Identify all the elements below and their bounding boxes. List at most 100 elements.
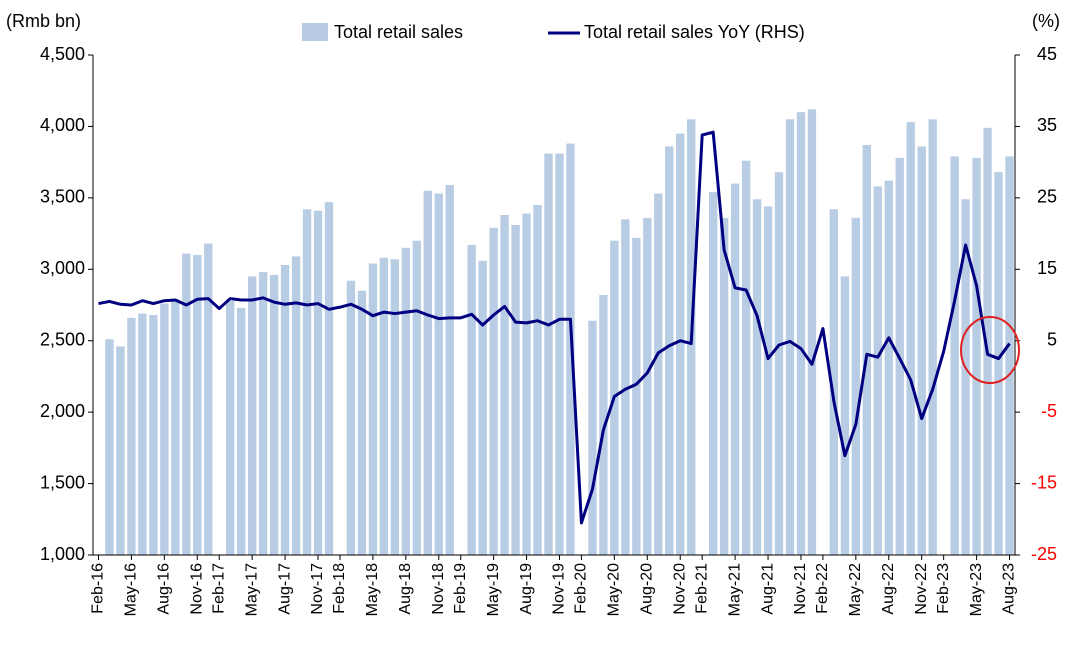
bar — [862, 145, 871, 555]
bar — [105, 339, 114, 555]
bar — [346, 280, 356, 555]
y2-tick-label: -25 — [1031, 544, 1057, 564]
x-tick-label: May-22 — [847, 563, 864, 616]
x-tick-label: May-17 — [243, 563, 260, 616]
bar — [665, 146, 674, 555]
x-tick-label: Aug-23 — [1001, 563, 1018, 615]
x-tick-label: Aug-17 — [276, 563, 293, 615]
bar — [654, 193, 663, 556]
bar — [357, 290, 367, 555]
bar — [434, 193, 443, 556]
x-tick-label: Nov-18 — [430, 563, 447, 615]
x-tick-label: Nov-20 — [671, 563, 688, 615]
x-tick-label: May-21 — [726, 563, 743, 616]
bar — [873, 186, 882, 555]
bar — [226, 300, 235, 555]
bar — [160, 303, 169, 555]
y-tick-label: 4,500 — [40, 44, 85, 64]
bar — [829, 209, 839, 556]
y-tick-label: 2,500 — [40, 329, 85, 349]
bar — [291, 256, 301, 555]
bar — [149, 315, 158, 555]
y2-tick-label: 5 — [1047, 329, 1057, 349]
bar — [972, 157, 981, 555]
x-tick-label: Feb-22 — [814, 563, 831, 614]
bar — [840, 276, 850, 555]
bar — [961, 199, 970, 556]
legend-label: Total retail sales YoY (RHS) — [584, 22, 805, 42]
bar — [917, 146, 926, 555]
bar — [127, 317, 136, 555]
bar — [763, 206, 773, 555]
highlight-circle — [960, 316, 1020, 384]
line — [98, 130, 1011, 525]
bar — [1005, 156, 1014, 555]
bar — [171, 299, 180, 555]
bar — [566, 143, 575, 556]
x-tick-label: Aug-18 — [397, 563, 414, 615]
bar — [983, 127, 992, 555]
x-tick-label: Feb-17 — [210, 563, 227, 614]
x-tick-label: Feb-16 — [90, 563, 107, 614]
bar — [544, 153, 553, 556]
x-tick-label: Feb-19 — [452, 563, 469, 614]
bar — [741, 160, 751, 555]
bar — [807, 109, 817, 556]
bar — [489, 227, 498, 555]
y-tick-label: 3,000 — [40, 258, 85, 278]
x-tick-label: Nov-17 — [309, 563, 326, 615]
x-tick-label: Aug-16 — [156, 563, 173, 615]
x-tick-label: Aug-19 — [518, 563, 535, 615]
bar — [390, 259, 400, 555]
y-axis-label: (Rmb bn) — [6, 11, 81, 31]
bar — [467, 245, 476, 555]
bar — [676, 133, 685, 556]
bar — [182, 253, 191, 556]
y-tick-label: 3,500 — [40, 187, 85, 207]
bar — [708, 192, 718, 555]
bar — [884, 180, 893, 555]
bar — [950, 156, 959, 555]
x-tick-label: Feb-23 — [935, 563, 952, 614]
y2-tick-label: -5 — [1041, 401, 1057, 421]
bar — [588, 320, 597, 555]
bar — [785, 119, 795, 556]
bar — [906, 122, 915, 556]
bar — [774, 172, 784, 555]
bar — [500, 215, 509, 555]
legend-swatch — [302, 23, 328, 41]
y2-tick-label: 15 — [1037, 258, 1057, 278]
bar — [324, 202, 334, 555]
bar — [193, 255, 202, 555]
x-tick-label: May-18 — [364, 563, 381, 616]
bar — [851, 217, 861, 555]
legend-label: Total retail sales — [334, 22, 463, 42]
bar — [379, 257, 389, 555]
x-tick-label: May-23 — [968, 563, 985, 616]
y2-tick-label: -15 — [1031, 472, 1057, 492]
bar — [928, 119, 937, 556]
bar — [204, 243, 213, 556]
bar — [258, 272, 268, 555]
bar — [368, 263, 378, 555]
bar — [302, 209, 312, 556]
y-tick-label: 1,000 — [40, 544, 85, 564]
bar — [599, 295, 608, 555]
x-tick-label: May-16 — [123, 563, 140, 616]
bar — [247, 276, 257, 555]
bar — [313, 210, 323, 555]
bar — [138, 313, 147, 555]
bar — [621, 219, 630, 556]
bar — [237, 307, 246, 555]
x-tick-label: Nov-19 — [551, 563, 568, 615]
y-tick-label: 4,000 — [40, 115, 85, 135]
x-tick-label: May-20 — [606, 563, 623, 616]
y2-axis-label: (%) — [1032, 11, 1060, 31]
bar — [280, 265, 290, 555]
x-tick-label: May-19 — [485, 563, 502, 616]
x-tick-label: Nov-22 — [913, 563, 930, 615]
y2-tick-label: 25 — [1037, 187, 1057, 207]
bar — [730, 183, 740, 556]
bar — [478, 260, 487, 555]
